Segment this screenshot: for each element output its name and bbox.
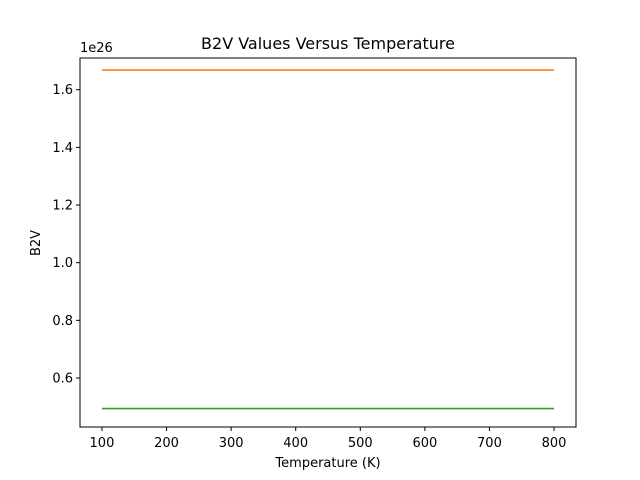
y-tick-label: 0.8	[52, 314, 73, 329]
y-axis-label: B2V	[29, 230, 44, 256]
y-offset-label: 1e26	[80, 41, 113, 56]
x-axis-ticks: 100 200 300 400 500 600 700 800	[90, 427, 567, 451]
y-tick-label: 0.6	[52, 371, 73, 386]
y-axis-ticks: 0.6 0.8 1.0 1.2 1.4 1.6	[52, 83, 80, 386]
y-tick-label: 1.0	[52, 256, 73, 271]
x-tick-label: 100	[90, 436, 115, 451]
series-layer	[101, 69, 555, 410]
plot-frame	[79, 57, 577, 428]
x-tick-label: 500	[348, 436, 373, 451]
x-axis-label: Temperature (K)	[274, 456, 380, 471]
x-tick-label: 600	[412, 436, 437, 451]
x-tick-label: 800	[542, 436, 567, 451]
chart-title: B2V Values Versus Temperature	[201, 34, 455, 53]
y-tick-label: 1.4	[52, 141, 73, 156]
y-tick-label: 1.6	[52, 83, 73, 98]
x-tick-label: 300	[219, 436, 244, 451]
x-tick-label: 700	[477, 436, 502, 451]
x-tick-label: 400	[283, 436, 308, 451]
y-tick-label: 1.2	[52, 199, 73, 214]
x-tick-label: 200	[154, 436, 179, 451]
